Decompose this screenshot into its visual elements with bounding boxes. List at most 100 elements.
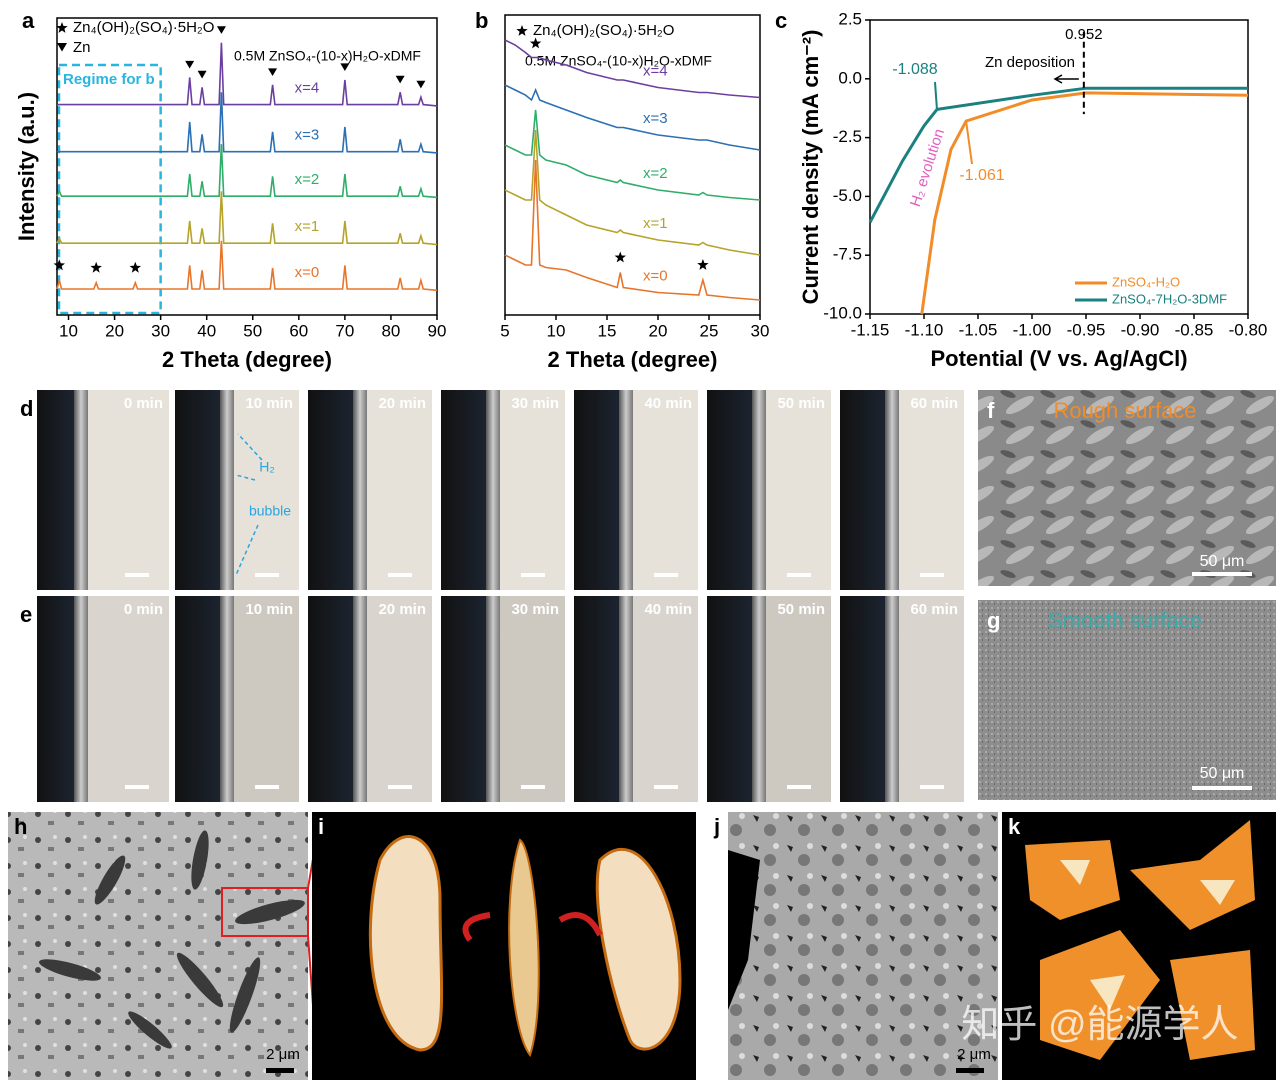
photo-zinc <box>619 390 633 590</box>
sem-image <box>978 600 1276 800</box>
time-label: 30 min <box>511 601 559 618</box>
series-line <box>504 109 761 201</box>
marker-label: -1.061 <box>959 167 1004 184</box>
scale-label: 50 μm <box>1200 553 1245 570</box>
time-label: 20 min <box>378 395 426 412</box>
time-label: 0 min <box>124 395 163 412</box>
panel-letter: c <box>775 8 787 33</box>
panel-letter: k <box>1008 814 1021 839</box>
photo-zinc <box>885 390 899 590</box>
series-label: x=3 <box>643 110 668 127</box>
x-axis-title: 2 Theta (degree) <box>162 347 332 372</box>
series-line <box>868 86 1248 224</box>
series-label: x=3 <box>295 127 320 144</box>
photo-dark <box>707 390 752 590</box>
scale-bar <box>1192 572 1252 576</box>
x-tick-label: -0.90 <box>1121 320 1160 339</box>
bubble-arrow <box>237 433 263 461</box>
flake-3d <box>508 838 540 1058</box>
x-tick-label: 20 <box>649 321 668 340</box>
photo-dark <box>37 390 74 590</box>
y-axis-title: Intensity (a.u.) <box>14 92 39 241</box>
series-label: x=4 <box>295 80 320 97</box>
legend-label: ZnSO₄-H₂O <box>1112 274 1180 289</box>
annotation-arrow <box>1053 74 1079 84</box>
x-tick-label: 15 <box>598 321 617 340</box>
x-tick-label: -1.00 <box>1013 320 1052 339</box>
zoom-box <box>221 887 309 937</box>
x-axis-title: 2 Theta (degree) <box>548 347 718 372</box>
rotate-arrow <box>558 912 603 937</box>
marker-label: -1.088 <box>892 61 937 78</box>
scale-bar <box>787 785 811 789</box>
x-tick-label: 40 <box>197 321 216 340</box>
panel-letter: e <box>20 602 32 627</box>
photo-zinc <box>486 390 500 590</box>
x-tick-label: 50 <box>243 321 262 340</box>
scale-label: 2 μm <box>957 1046 991 1063</box>
photo-zinc <box>353 596 367 802</box>
watermark: 知乎 @能源学人 <box>961 1004 1238 1046</box>
legend-label: ZnSO₄-7H₂O-3DMF <box>1112 291 1227 306</box>
flake-3d <box>368 835 444 1052</box>
panel-letter: g <box>987 608 1000 633</box>
series-label: x=0 <box>643 267 668 284</box>
image-panels <box>8 390 1276 1080</box>
time-label: 0 min <box>124 601 163 618</box>
scale-bar <box>654 573 678 577</box>
y-tick-label: 0.0 <box>838 68 862 87</box>
scale-bar <box>654 785 678 789</box>
series-line <box>504 159 761 301</box>
x-tick-label: -0.85 <box>1175 320 1214 339</box>
photo-dark <box>308 596 353 802</box>
series-line <box>504 39 761 99</box>
time-label: 30 min <box>511 395 559 412</box>
series-label: x=1 <box>295 218 320 235</box>
series-line <box>56 144 438 199</box>
panel-letter: i <box>318 814 324 839</box>
scale-bar <box>388 785 412 789</box>
series-label: x=2 <box>295 171 320 188</box>
flake-3d <box>595 847 682 1051</box>
peak-triangle <box>395 75 405 84</box>
series-line <box>56 191 438 246</box>
panel-letter: d <box>20 396 33 421</box>
legend-star <box>516 25 528 36</box>
series-label: x=1 <box>643 215 668 232</box>
x-tick-label: 30 <box>751 321 770 340</box>
scale-bar <box>920 573 944 577</box>
flakes <box>39 830 305 1049</box>
x-tick-label: -1.10 <box>905 320 944 339</box>
time-label: 40 min <box>644 395 692 412</box>
scale-bar <box>255 785 279 789</box>
plot-frame <box>869 19 1249 315</box>
photo-dark <box>840 390 885 590</box>
photo-dark <box>37 596 74 802</box>
y-tick-label: -7.5 <box>833 245 862 264</box>
bubble-arrow <box>235 524 259 576</box>
photo-zinc <box>74 596 88 802</box>
time-label: 50 min <box>777 395 825 412</box>
time-label: 10 min <box>245 395 293 412</box>
series-line <box>57 42 438 107</box>
x-tick-label: 80 <box>381 321 400 340</box>
highlights <box>1060 860 1235 1010</box>
photo-dark <box>308 390 353 590</box>
bubble-label: bubble <box>249 503 291 519</box>
peak-triangle <box>185 60 195 69</box>
series-label: x=0 <box>295 264 320 281</box>
x-tick-label: 10 <box>59 321 78 340</box>
time-label: 20 min <box>378 601 426 618</box>
series-label: x=4 <box>643 62 668 79</box>
annotation: H₂ evolution <box>907 127 948 209</box>
time-label: 50 min <box>777 601 825 618</box>
photo-dark <box>441 596 486 802</box>
deposition-label: 0.952 <box>1065 26 1103 43</box>
scale-bar <box>1192 786 1252 790</box>
photo-zinc <box>885 596 899 802</box>
bubble-arrow <box>235 474 256 481</box>
scale-bar <box>956 1068 984 1073</box>
panel-letter: b <box>475 8 488 33</box>
panel-letter: f <box>987 398 995 423</box>
sem-image <box>978 390 1276 586</box>
